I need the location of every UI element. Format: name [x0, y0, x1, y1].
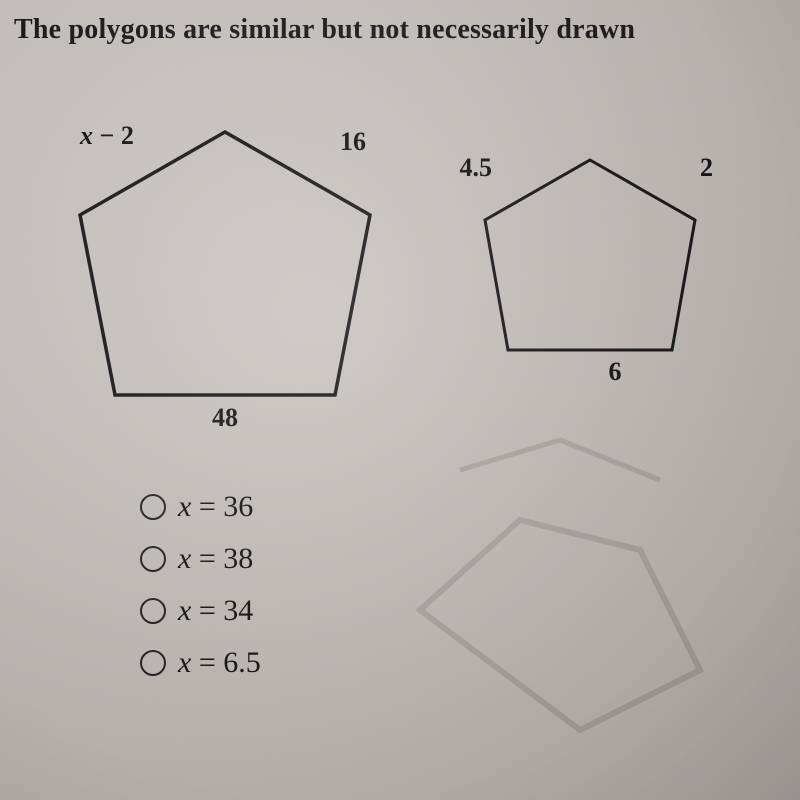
choice-c-text: x = 34 — [178, 594, 253, 628]
choice-d-text: x = 6.5 — [178, 646, 261, 680]
small-label-bottom: 6 — [609, 357, 622, 386]
small-label-top-right: 2 — [700, 153, 713, 182]
answer-choices: x = 36 x = 38 x = 34 x = — [140, 490, 261, 698]
large-label-top-right: 16 — [340, 127, 366, 156]
equals: = — [199, 542, 216, 575]
choice-a[interactable]: x = 36 — [140, 490, 261, 524]
large-label-top-left: x − 2 — [79, 121, 134, 150]
large-label-bottom: 48 — [212, 403, 238, 432]
var-x: x — [178, 594, 191, 627]
question-prompt: The polygons are similar but not necessa… — [14, 14, 790, 46]
choice-b[interactable]: x = 38 — [140, 542, 261, 576]
var-x: x — [178, 542, 191, 575]
choice-d[interactable]: x = 6.5 — [140, 646, 261, 680]
choice-c[interactable]: x = 34 — [140, 594, 261, 628]
var-x: x — [178, 490, 191, 523]
large-pentagon — [80, 132, 370, 395]
value: 36 — [223, 490, 253, 523]
var-x: x — [178, 646, 191, 679]
value: 6.5 — [223, 646, 261, 679]
choice-a-text: x = 36 — [178, 490, 253, 524]
paper-bleed-through — [400, 430, 760, 770]
radio-bubble[interactable] — [140, 650, 166, 676]
var-x: x — [79, 121, 93, 150]
value: 38 — [223, 542, 253, 575]
radio-bubble[interactable] — [140, 598, 166, 624]
worksheet-page: The polygons are similar but not necessa… — [0, 0, 800, 800]
radio-bubble[interactable] — [140, 546, 166, 572]
equals: = — [199, 490, 216, 523]
radio-bubble[interactable] — [140, 494, 166, 520]
equals: = — [199, 594, 216, 627]
equals: = — [199, 646, 216, 679]
figure-area: x − 2 16 48 4.5 2 6 — [40, 120, 760, 450]
small-pentagon — [485, 160, 695, 350]
value: 34 — [223, 594, 253, 627]
pentagon-diagram-svg: x − 2 16 48 4.5 2 6 — [40, 120, 760, 450]
small-label-top-left: 4.5 — [460, 153, 493, 182]
choice-b-text: x = 38 — [178, 542, 253, 576]
